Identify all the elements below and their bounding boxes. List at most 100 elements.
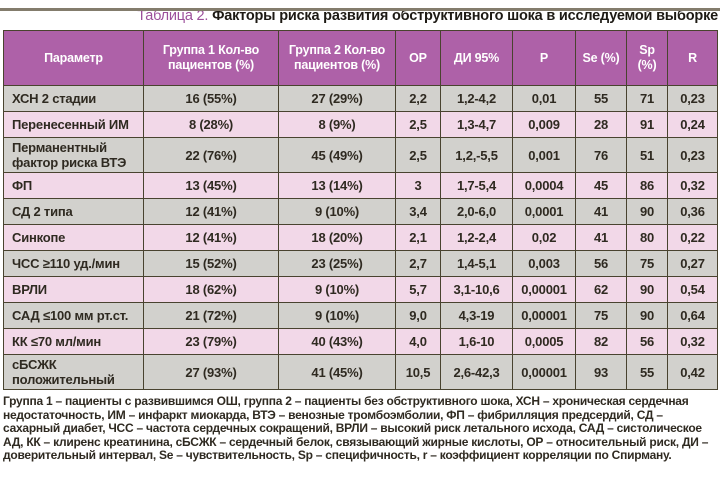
value-cell: 0,24	[667, 111, 718, 138]
parameter-cell: СД 2 типа	[3, 198, 144, 225]
value-cell: 0,64	[667, 302, 718, 329]
table-row: ЧСС ≥110 уд./мин 15 (52%) 23 (25%) 2,7 1,4-5…	[3, 250, 718, 277]
parameter-cell: КК ≤70 мл/мин	[3, 328, 144, 355]
value-cell: 1,2-4,2	[440, 85, 513, 112]
value-cell: 0,02	[512, 224, 576, 251]
value-cell: 0,23	[667, 85, 718, 112]
value-cell: 86	[626, 172, 668, 199]
value-cell: 15 (52%)	[143, 250, 279, 277]
value-cell: 0,23	[667, 137, 718, 173]
value-cell: 71	[626, 85, 668, 112]
value-cell: 2,0-6,0	[440, 198, 513, 225]
value-cell: 9 (10%)	[278, 276, 396, 303]
parameter-cell: сБСЖК положительный	[3, 354, 144, 390]
value-cell: 0,00001	[512, 302, 576, 329]
value-cell: 76	[575, 137, 627, 173]
value-cell: 55	[575, 85, 627, 112]
table-row: Синкопе 12 (41%) 18 (20%) 2,1 1,2-2,4 0,02 41 8…	[3, 224, 718, 251]
column-header: P	[512, 30, 576, 86]
value-cell: 0,00001	[512, 354, 576, 390]
value-cell: 41	[575, 198, 627, 225]
table-row: ФП 13 (45%) 13 (14%) 3 1,7-5,4 0,0004 45 86 0,32	[3, 172, 718, 199]
table-row: САД ≤100 мм рт.ст. 21 (72%) 9 (10%) 9,0 4,3-…	[3, 302, 718, 329]
value-cell: 3,4	[395, 198, 441, 225]
value-cell: 13 (45%)	[143, 172, 279, 199]
value-cell: 4,3-19	[440, 302, 513, 329]
value-cell: 1,2-2,4	[440, 224, 513, 251]
value-cell: 1,3-4,7	[440, 111, 513, 138]
value-cell: 13 (14%)	[278, 172, 396, 199]
value-cell: 10,5	[395, 354, 441, 390]
parameter-cell: ВРЛИ	[3, 276, 144, 303]
table-row: ВРЛИ 18 (62%) 9 (10%) 5,7 3,1-10,6 0,00001 62 9…	[3, 276, 718, 303]
value-cell: 1,7-5,4	[440, 172, 513, 199]
value-cell: 0,22	[667, 224, 718, 251]
column-header: R	[667, 30, 718, 86]
value-cell: 18 (62%)	[143, 276, 279, 303]
table-row: СД 2 типа 12 (41%) 9 (10%) 3,4 2,0-6,0 0,0001…	[3, 198, 718, 225]
column-header: ОР	[395, 30, 441, 86]
parameter-cell: САД ≤100 мм рт.ст.	[3, 302, 144, 329]
column-header: Sp (%)	[626, 30, 668, 86]
value-cell: 90	[626, 302, 668, 329]
parameter-cell: Синкопе	[3, 224, 144, 251]
table-caption: Таблица 2. Факторы риска развития обстру…	[2, 8, 718, 25]
value-cell: 9 (10%)	[278, 198, 396, 225]
value-cell: 9 (10%)	[278, 302, 396, 329]
value-cell: 0,36	[667, 198, 718, 225]
value-cell: 1,4-5,1	[440, 250, 513, 277]
value-cell: 16 (55%)	[143, 85, 279, 112]
column-header: Параметр	[3, 30, 144, 86]
value-cell: 45	[575, 172, 627, 199]
table-row: Перманентный фактор риска ВТЭ 22 (76%) 45 …	[3, 137, 718, 173]
value-cell: 2,7	[395, 250, 441, 277]
value-cell: 91	[626, 111, 668, 138]
table-caption-text: Факторы риска развития обструктивного шо…	[208, 8, 718, 24]
value-cell: 0,27	[667, 250, 718, 277]
value-cell: 0,32	[667, 328, 718, 355]
value-cell: 8 (9%)	[278, 111, 396, 138]
table-header-row: Параметр Группа 1 Кол-во пациентов (%) Гру…	[3, 30, 718, 86]
value-cell: 5,7	[395, 276, 441, 303]
value-cell: 18 (20%)	[278, 224, 396, 251]
value-cell: 40 (43%)	[278, 328, 396, 355]
table-footnote: Группа 1 – пациенты с развившимся ОШ, гр…	[3, 394, 709, 463]
value-cell: 90	[626, 198, 668, 225]
value-cell: 12 (41%)	[143, 224, 279, 251]
value-cell: 1,6-10	[440, 328, 513, 355]
value-cell: 0,42	[667, 354, 718, 390]
value-cell: 2,6-42,3	[440, 354, 513, 390]
value-cell: 9,0	[395, 302, 441, 329]
value-cell: 8 (28%)	[143, 111, 279, 138]
value-cell: 56	[575, 250, 627, 277]
parameter-cell: Перенесенный ИМ	[3, 111, 144, 138]
value-cell: 41	[575, 224, 627, 251]
parameter-cell: ЧСС ≥110 уд./мин	[3, 250, 144, 277]
value-cell: 0,0005	[512, 328, 576, 355]
value-cell: 41 (45%)	[278, 354, 396, 390]
table-row: сБСЖК положительный 27 (93%) 41 (45%) 10,5 2…	[3, 354, 718, 390]
value-cell: 2,1	[395, 224, 441, 251]
value-cell: 12 (41%)	[143, 198, 279, 225]
value-cell: 3	[395, 172, 441, 199]
value-cell: 27 (93%)	[143, 354, 279, 390]
top-rule-line	[0, 8, 720, 11]
value-cell: 55	[626, 354, 668, 390]
parameter-cell: ХСН 2 стадии	[3, 85, 144, 112]
table-row: КК ≤70 мл/мин 23 (79%) 40 (43%) 4,0 1,6-10 0,…	[3, 328, 718, 355]
value-cell: 0,01	[512, 85, 576, 112]
value-cell: 21 (72%)	[143, 302, 279, 329]
value-cell: 23 (79%)	[143, 328, 279, 355]
value-cell: 0,32	[667, 172, 718, 199]
risk-factors-table: Параметр Группа 1 Кол-во пациентов (%) Гру…	[3, 30, 718, 390]
value-cell: 62	[575, 276, 627, 303]
value-cell: 75	[626, 250, 668, 277]
value-cell: 0,54	[667, 276, 718, 303]
table-row: Перенесенный ИМ 8 (28%) 8 (9%) 2,5 1,3-4,7 0,…	[3, 111, 718, 138]
value-cell: 28	[575, 111, 627, 138]
value-cell: 82	[575, 328, 627, 355]
value-cell: 0,0004	[512, 172, 576, 199]
value-cell: 4,0	[395, 328, 441, 355]
parameter-cell: Перманентный фактор риска ВТЭ	[3, 137, 144, 173]
value-cell: 80	[626, 224, 668, 251]
